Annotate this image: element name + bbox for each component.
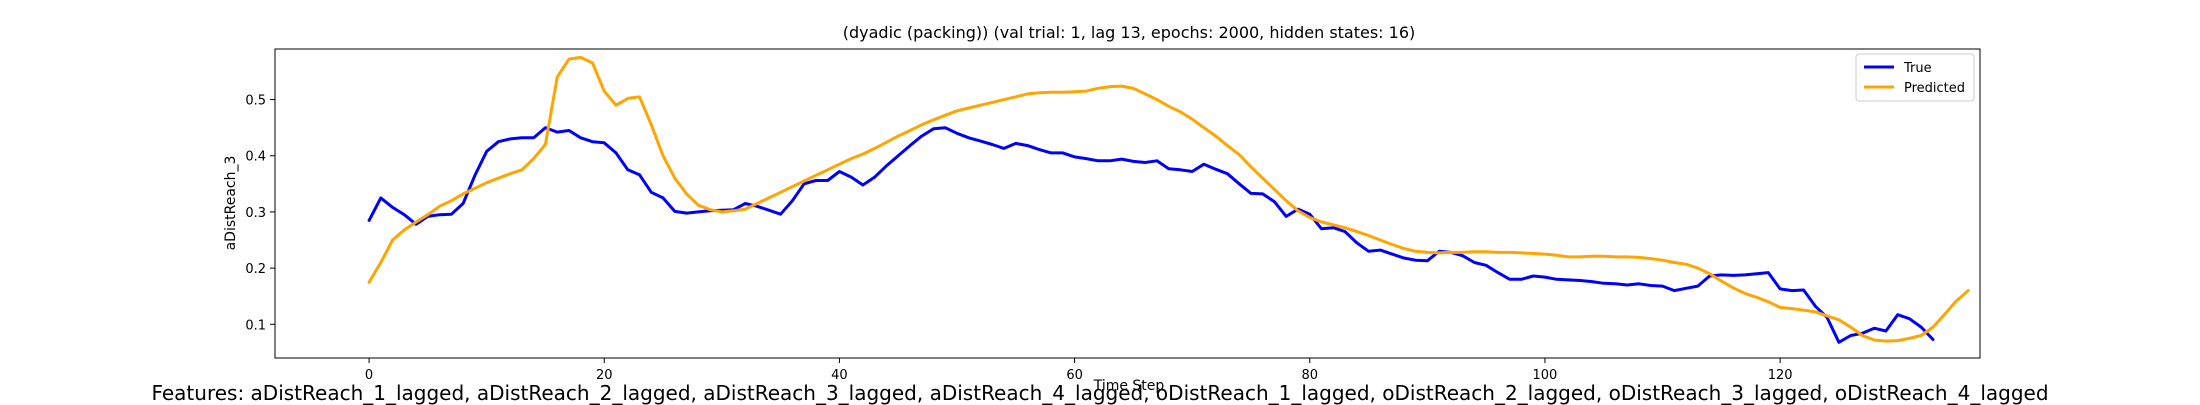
y-tick-label: 0.5 xyxy=(245,94,266,109)
x-tick-label: 80 xyxy=(1301,368,1318,383)
x-tick-label: 40 xyxy=(831,368,848,383)
y-tick-label: 0.3 xyxy=(245,206,266,221)
x-axis-ticks: 0 20 40 60 80 100 120 xyxy=(365,358,1793,383)
y-tick-label: 0.2 xyxy=(245,262,266,277)
series-line-predicted xyxy=(367,55,1970,343)
x-tick-label: 100 xyxy=(1533,368,1558,383)
x-tick-label: 120 xyxy=(1768,368,1793,383)
series-line-true xyxy=(367,126,1935,344)
series-lines xyxy=(367,55,1970,344)
legend-label-predicted: Predicted xyxy=(1904,81,1965,96)
y-tick-label: 0.1 xyxy=(245,318,266,333)
plot-area xyxy=(274,48,1981,359)
y-axis-label: aDistReach_3 xyxy=(223,156,239,251)
x-axis-label: Time Step xyxy=(1093,378,1165,394)
x-tick-label: 20 xyxy=(596,368,613,383)
legend: True Predicted xyxy=(1855,53,1975,102)
chart-title: (dyadic (packing)) (val trial: 1, lag 13… xyxy=(843,23,1416,42)
y-axis-ticks: 0.1 0.2 0.3 0.4 0.5 xyxy=(245,94,275,333)
x-tick-label: 60 xyxy=(1066,368,1083,383)
features-caption: Features: aDistReach_1_lagged, aDistReac… xyxy=(151,381,2049,405)
x-tick-label: 0 xyxy=(365,368,373,383)
legend-label-true: True xyxy=(1903,61,1932,76)
y-tick-label: 0.4 xyxy=(245,150,266,165)
